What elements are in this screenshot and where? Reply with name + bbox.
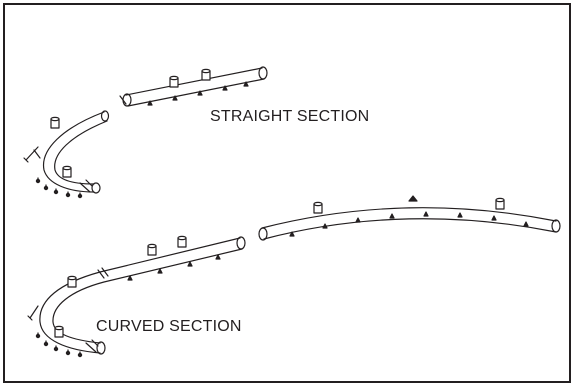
bottom-curved-pipe: [27, 235, 246, 358]
straight-section-label: STRAIGHT SECTION: [210, 108, 370, 125]
riser: [147, 243, 157, 256]
riser: [177, 235, 187, 248]
riser: [313, 201, 323, 214]
long-curved-pipe: [258, 195, 561, 241]
riser: [201, 68, 211, 81]
riser: [62, 165, 72, 178]
riser: [495, 197, 505, 210]
top-elbow-pipe: [23, 110, 110, 199]
riser: [67, 275, 77, 288]
curved-section-label: CURVED SECTION: [96, 318, 242, 335]
riser: [169, 75, 179, 88]
riser: [50, 116, 60, 129]
riser: [54, 325, 64, 338]
top-straight-pipe: [119, 66, 268, 107]
